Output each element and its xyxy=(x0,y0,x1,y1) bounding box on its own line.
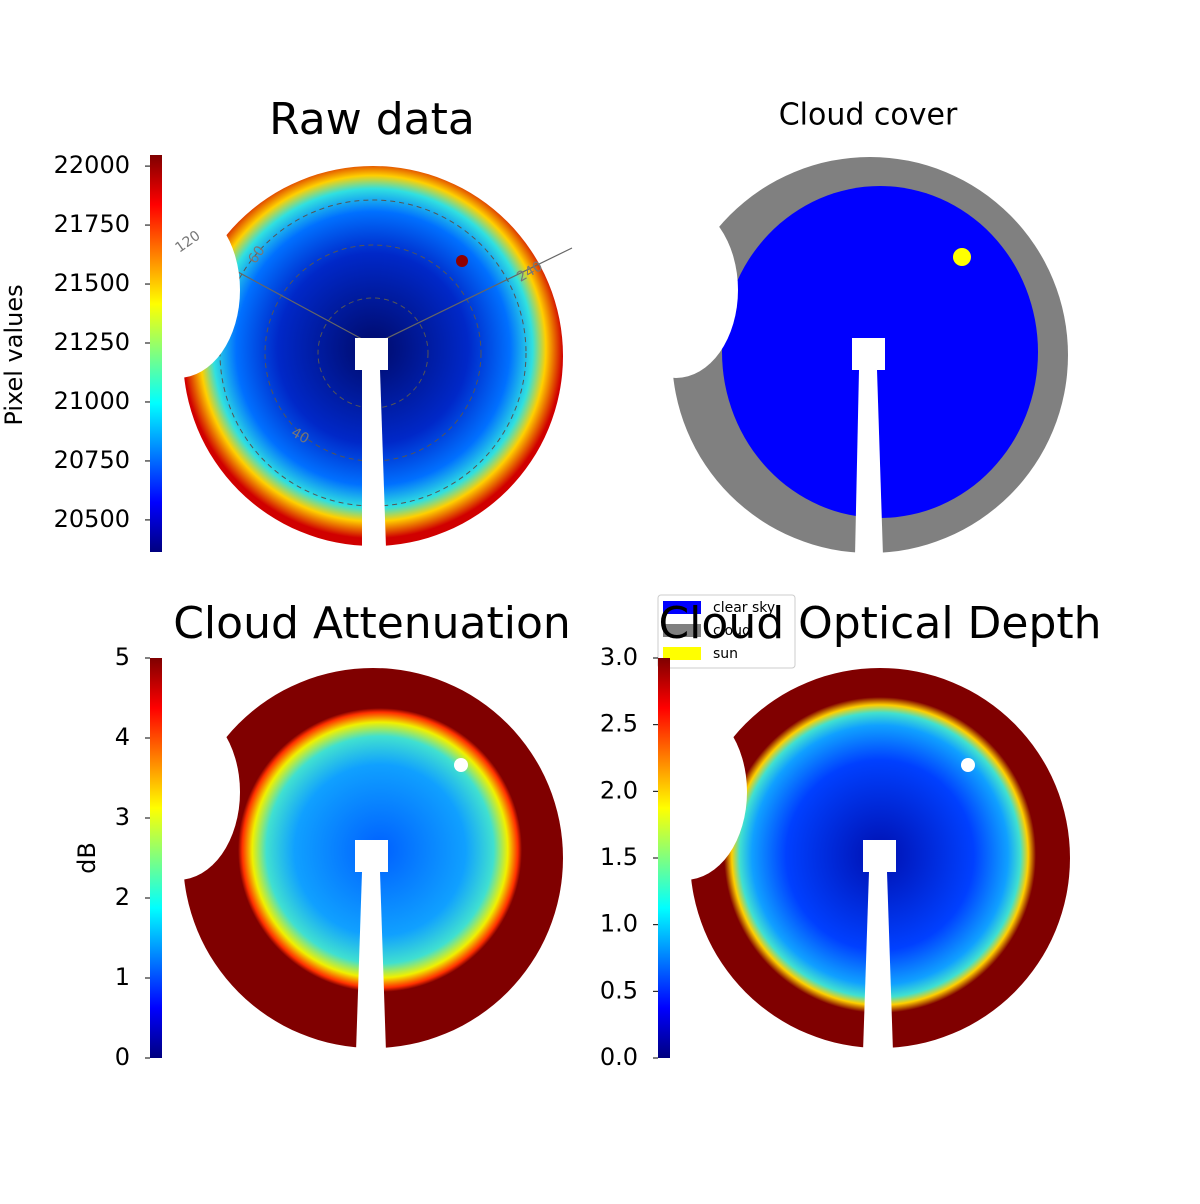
colorbar-tick-label: 0.5 xyxy=(600,976,638,1004)
colorbar-tick-label: 21750 xyxy=(54,210,130,238)
colorbar-tick-label: 1.5 xyxy=(600,843,638,871)
colorbar-tick-label: 21500 xyxy=(54,269,130,297)
colorbar-tick-label: 1 xyxy=(115,963,130,991)
panel-title: Cloud Optical Depth xyxy=(658,598,1101,649)
legend-swatch xyxy=(663,647,701,660)
colorbar-label: Pixel values xyxy=(0,284,28,425)
colorbar-tick-label: 22000 xyxy=(54,151,130,179)
colorbar xyxy=(150,155,162,552)
panel-title: Raw data xyxy=(269,94,475,145)
colorbar xyxy=(658,658,670,1058)
legend-swatch xyxy=(663,624,701,637)
attenuation-image xyxy=(116,668,563,1052)
colorbar-tick-label: 2.0 xyxy=(600,776,638,804)
panel-title: Cloud Attenuation xyxy=(173,598,571,649)
colorbar-label: dB xyxy=(73,842,101,874)
legend-label: cloud xyxy=(713,623,751,639)
colorbar-tick-label: 3.0 xyxy=(600,643,638,671)
colorbar-tick-label: 3 xyxy=(115,803,130,831)
colorbar-tick-label: 0 xyxy=(115,1043,130,1071)
panel-title: Cloud cover xyxy=(779,98,958,133)
legend-label: clear sky xyxy=(713,600,775,616)
colorbar-tick-label: 4 xyxy=(115,723,130,751)
colorbar xyxy=(150,658,162,1058)
colorbar-tick-label: 20500 xyxy=(54,505,130,533)
legend: clear sky cloud sun xyxy=(657,594,796,669)
legend-swatch xyxy=(663,601,701,614)
cloud-cover-image xyxy=(614,157,1068,556)
colorbar-tick-label: 5 xyxy=(115,643,130,671)
colorbar-tick-label: 2.5 xyxy=(600,710,638,738)
optical-depth-image xyxy=(623,668,1070,1052)
raw-image xyxy=(116,166,573,548)
colorbar-tick-label: 21250 xyxy=(54,328,130,356)
polar-annotation: 40 xyxy=(288,425,311,448)
colorbar-tick-label: 1.0 xyxy=(600,910,638,938)
legend-label: sun xyxy=(713,646,738,662)
colorbar-tick-label: 20750 xyxy=(54,446,130,474)
colorbar-tick-label: 21000 xyxy=(54,387,130,415)
colorbar-tick-label: 2 xyxy=(115,883,130,911)
colorbar-tick-label: 0.0 xyxy=(600,1043,638,1071)
